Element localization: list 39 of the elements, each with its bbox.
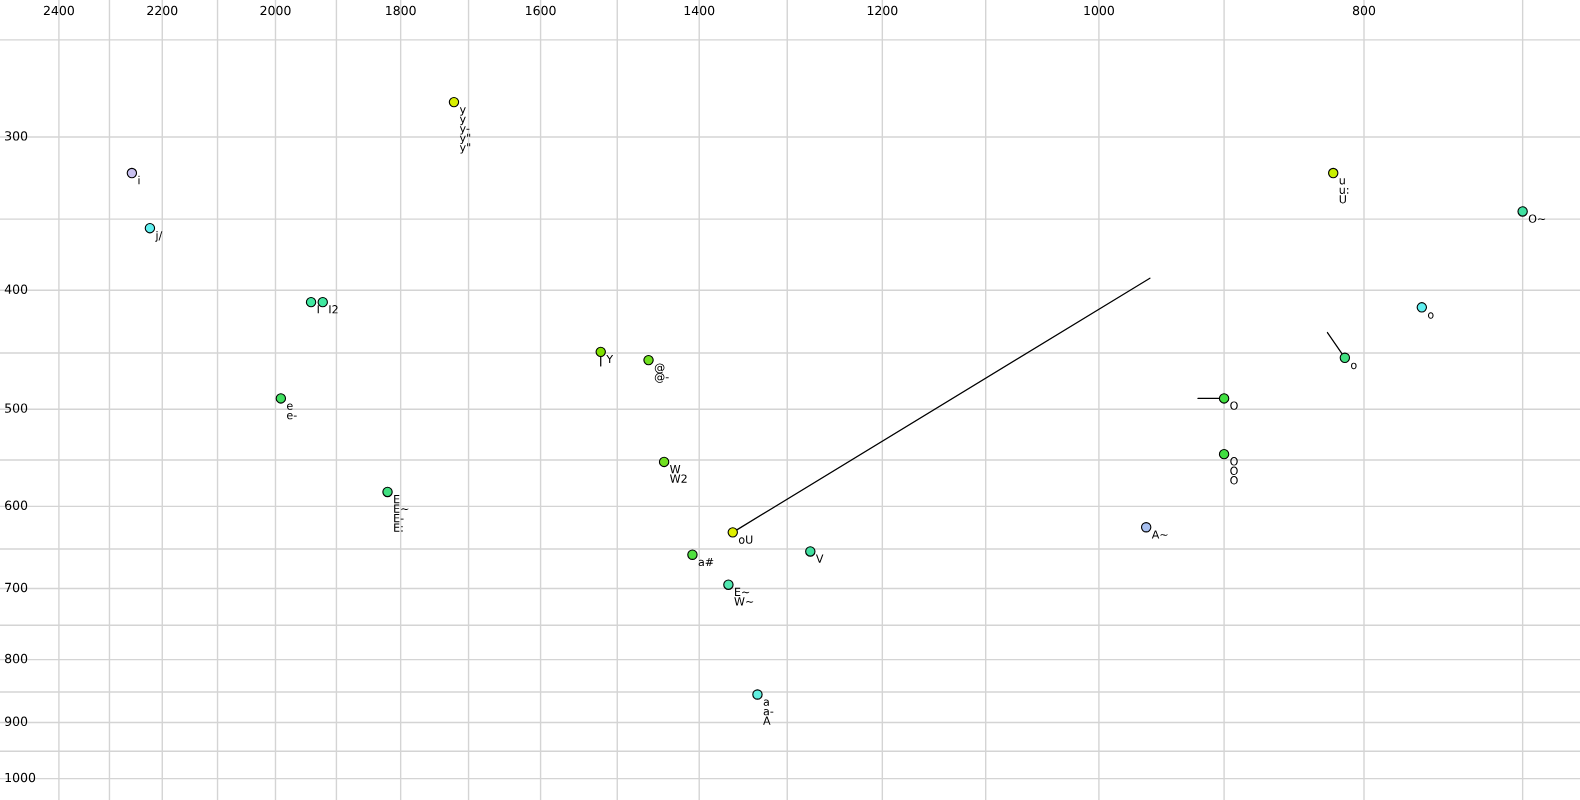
data-label: O bbox=[1230, 401, 1238, 410]
y-tick-label: 300 bbox=[5, 131, 28, 141]
data-label: I2 bbox=[329, 305, 338, 314]
x-tick-label: 2000 bbox=[260, 5, 291, 16]
x-tick-label: 1400 bbox=[684, 5, 715, 16]
data-label: V bbox=[815, 554, 824, 563]
x-tick-label: 1800 bbox=[386, 5, 416, 16]
y-tick-label: 500 bbox=[5, 403, 28, 413]
data-label: O~ bbox=[1528, 214, 1546, 223]
x-tick-label: 1000 bbox=[1084, 5, 1114, 16]
y-tick-label: 1000 bbox=[5, 772, 36, 783]
data-label: I bbox=[317, 305, 319, 314]
data-label: O O O bbox=[1230, 457, 1238, 485]
data-label: i bbox=[138, 175, 140, 185]
data-label: E E~ E- E: bbox=[394, 495, 409, 532]
x-tick-label: 1600 bbox=[526, 5, 556, 16]
x-tick-label: 2400 bbox=[43, 5, 74, 16]
data-label: oU bbox=[738, 535, 753, 544]
data-label: a a- A bbox=[763, 699, 774, 725]
data-label: o bbox=[1351, 362, 1357, 370]
y-tick-label: 800 bbox=[5, 653, 28, 664]
y-tick-label: 900 bbox=[4, 716, 28, 727]
x-tick-label: 2200 bbox=[147, 5, 178, 16]
data-label: W W2 bbox=[670, 465, 687, 483]
data-label: j/ bbox=[155, 230, 163, 242]
data-label: E~ W~ bbox=[734, 587, 754, 606]
data-label: e e- bbox=[287, 403, 297, 420]
data-label: A~ bbox=[1151, 530, 1168, 539]
x-tick-label: 800 bbox=[1352, 5, 1376, 16]
data-label: @ @- bbox=[654, 363, 669, 383]
data-label: y y y- y" y" bbox=[459, 107, 471, 154]
data-label: a# bbox=[698, 557, 714, 567]
data-label: Y bbox=[606, 354, 614, 364]
data-label: u u: U bbox=[1339, 178, 1349, 204]
data-label: o bbox=[1427, 312, 1434, 319]
x-tick-label: 1200 bbox=[867, 5, 898, 16]
y-tick-label: 400 bbox=[4, 284, 28, 294]
y-tick-label: 600 bbox=[5, 500, 28, 510]
y-tick-label: 700 bbox=[5, 582, 28, 593]
